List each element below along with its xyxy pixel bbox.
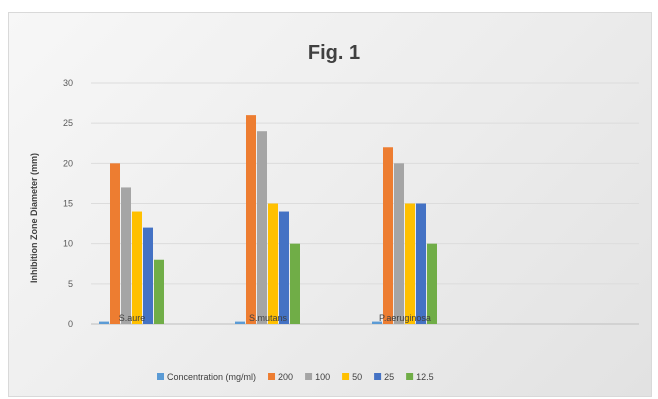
bar <box>235 321 245 324</box>
bar <box>257 131 267 324</box>
y-tick-label: 15 <box>63 199 73 209</box>
chart-title: Fig. 1 <box>308 42 360 64</box>
y-tick-label: 20 <box>63 158 73 168</box>
bar <box>405 203 415 324</box>
y-tick-label: 10 <box>63 239 73 249</box>
legend-label: 100 <box>315 372 330 382</box>
legend-label: 12.5 <box>416 372 434 382</box>
bar <box>372 321 382 324</box>
y-tick-label: 0 <box>68 319 73 329</box>
legend-swatch <box>406 373 414 380</box>
bar <box>110 163 120 324</box>
y-axis-label: Inhibition Zone Diameter (mm) <box>29 153 39 283</box>
legend: Concentration (mg/ml) 200 100 50 25 12.5 <box>157 372 434 382</box>
y-tick-label: 25 <box>63 118 73 128</box>
y-axis-ticks: 0 5 10 15 20 25 30 <box>63 78 73 329</box>
legend-swatch <box>305 373 313 380</box>
bar-chart: Fig. 1 Inhibition Zone Diameter (mm) 0 5 1… <box>29 42 639 382</box>
legend-swatch <box>268 373 276 380</box>
bar <box>154 259 164 324</box>
bar <box>279 211 289 324</box>
legend-swatch <box>374 373 382 380</box>
x-tick-label: S.aure <box>119 313 146 323</box>
bar <box>132 211 142 324</box>
legend-label: 50 <box>352 372 362 382</box>
bar <box>416 203 426 324</box>
bar <box>99 321 109 324</box>
legend-label: 200 <box>278 372 293 382</box>
bar <box>246 115 256 324</box>
legend-swatch <box>157 373 164 380</box>
gridlines <box>91 82 639 325</box>
x-axis-ticks: S.aure S.mutans P.aeruginosa <box>119 313 431 323</box>
bar <box>268 203 278 324</box>
chart-area: Fig. 1 Inhibition Zone Diameter (mm) 0 5 1… <box>8 12 652 397</box>
bar <box>290 243 300 324</box>
bar <box>143 227 153 324</box>
x-tick-label: S.mutans <box>249 313 288 323</box>
legend-label: Concentration (mg/ml) <box>167 372 256 382</box>
y-tick-label: 5 <box>68 279 73 289</box>
y-tick-label: 30 <box>63 78 73 88</box>
x-tick-label: P.aeruginosa <box>379 313 431 323</box>
bar <box>383 147 393 324</box>
legend-swatch <box>342 373 350 380</box>
bars <box>99 115 437 324</box>
legend-label: 25 <box>384 372 394 382</box>
bar <box>427 243 437 324</box>
bar <box>121 187 131 324</box>
bar <box>394 163 404 324</box>
